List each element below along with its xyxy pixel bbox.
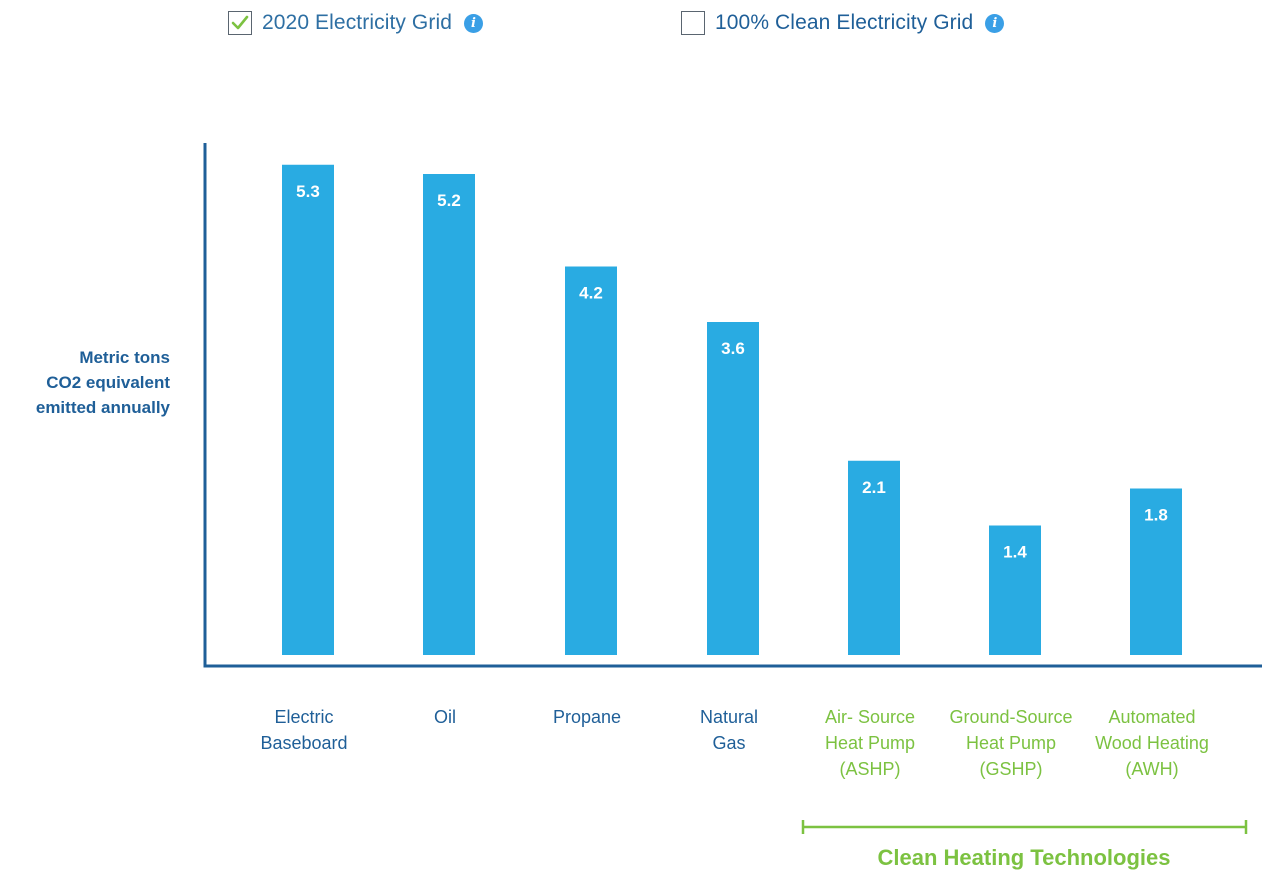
toggle-label-2020-grid: 2020 Electricity Grid bbox=[262, 11, 453, 34]
bar bbox=[989, 525, 1041, 655]
data-label: 1.4 bbox=[1003, 543, 1027, 562]
clean-technologies-label: Clean Heating Technologies bbox=[877, 845, 1171, 870]
bar bbox=[848, 460, 900, 655]
x-tick-label: Ground-Source bbox=[949, 707, 1072, 727]
y-axis-label: Metric tons CO2 equivalent emitted annua… bbox=[0, 345, 170, 420]
checkbox-2020-grid[interactable] bbox=[228, 11, 252, 35]
y-axis-label-line: Metric tons bbox=[79, 348, 170, 367]
x-tick-label: (ASHP) bbox=[839, 759, 900, 779]
info-icon[interactable]: i bbox=[985, 13, 1005, 33]
x-tick-label: Gas bbox=[712, 733, 745, 753]
bar bbox=[1130, 488, 1182, 655]
bar bbox=[707, 322, 759, 655]
bar bbox=[282, 164, 334, 655]
x-tick-label: (AWH) bbox=[1125, 759, 1178, 779]
data-label: 5.2 bbox=[437, 191, 461, 210]
data-label: 2.1 bbox=[862, 478, 886, 497]
checkbox-clean-grid[interactable] bbox=[681, 11, 705, 35]
x-tick-label: Air- Source bbox=[825, 707, 915, 727]
toggle-clean-grid[interactable]: 100% Clean Electricity Grid i bbox=[681, 11, 1005, 35]
y-axis-label-line: CO2 equivalent bbox=[46, 373, 170, 392]
x-tick-label: Baseboard bbox=[260, 733, 347, 753]
x-tick-label: (GSHP) bbox=[980, 759, 1043, 779]
toggle-label-clean-grid: 100% Clean Electricity Grid bbox=[715, 11, 974, 34]
bar bbox=[423, 174, 475, 655]
info-icon[interactable]: i bbox=[464, 13, 484, 33]
data-label: 3.6 bbox=[721, 339, 745, 358]
x-tick-label: Oil bbox=[434, 707, 456, 727]
x-tick-label: Automated bbox=[1108, 707, 1195, 727]
x-tick-label: Propane bbox=[553, 707, 621, 727]
x-tick-label: Natural bbox=[700, 707, 758, 727]
checkmark-icon bbox=[231, 15, 249, 30]
y-axis-label-line: emitted annually bbox=[35, 398, 170, 417]
data-label: 5.3 bbox=[296, 182, 320, 201]
bar bbox=[565, 266, 617, 655]
x-tick-label: Electric bbox=[274, 707, 333, 727]
data-label: 1.8 bbox=[1144, 506, 1168, 525]
data-label: 4.2 bbox=[579, 284, 603, 303]
x-tick-label: Heat Pump bbox=[966, 733, 1056, 753]
x-tick-label: Heat Pump bbox=[825, 733, 915, 753]
toggle-2020-grid[interactable]: 2020 Electricity Grid i bbox=[228, 11, 484, 35]
x-tick-label: Wood Heating bbox=[1095, 733, 1209, 753]
